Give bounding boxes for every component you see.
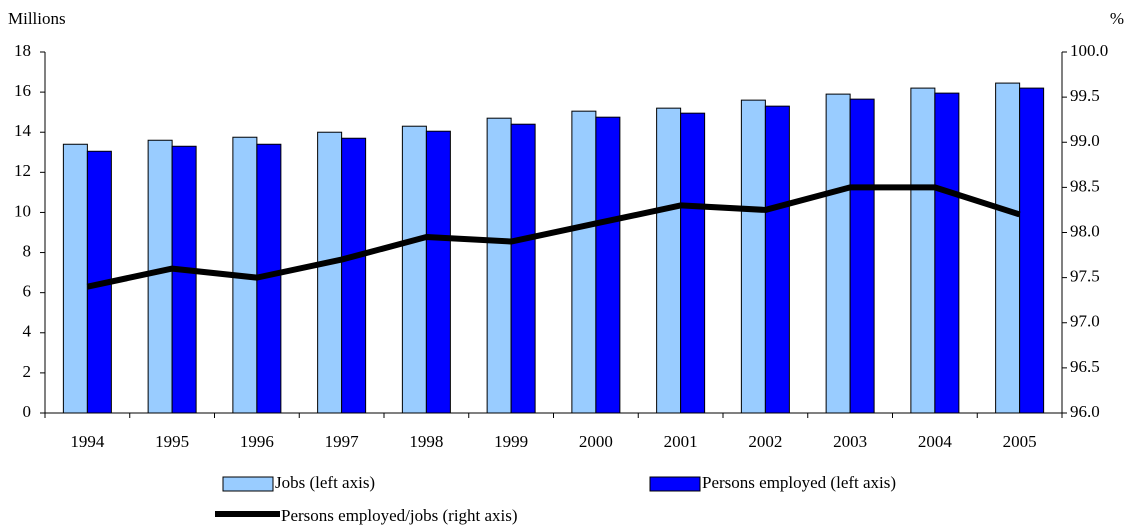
y-tick-label: 18	[14, 41, 31, 60]
legend-swatch	[649, 476, 701, 492]
bar	[764, 105, 790, 414]
y2-tick-label: 96.0	[1070, 402, 1100, 421]
y-tick-label: 2	[23, 362, 32, 381]
bar	[510, 123, 536, 414]
x-tick-label: 1995	[155, 432, 189, 451]
x-tick-label: 1996	[240, 432, 274, 451]
y-axis-label: Millions	[8, 9, 66, 28]
x-tick-label: 2002	[748, 432, 782, 451]
legend-label: Jobs (left axis)	[275, 473, 375, 492]
y2-tick-label: 97.0	[1070, 312, 1100, 331]
y2-tick-label: 97.5	[1070, 267, 1100, 286]
bar	[680, 112, 706, 414]
bar	[849, 98, 875, 414]
line	[86, 184, 1021, 290]
x-tick-label: 1999	[494, 432, 528, 451]
x-tick-label: 1994	[70, 432, 105, 451]
bar	[62, 143, 88, 414]
x-tick-label: 2004	[918, 432, 953, 451]
x-tick-label: 2005	[1003, 432, 1037, 451]
bar	[317, 131, 343, 414]
x-tick-label: 2001	[664, 432, 698, 451]
x-tick-label: 2000	[579, 432, 613, 451]
y-tick-label: 16	[14, 81, 31, 100]
y2-tick-label: 98.5	[1070, 176, 1100, 195]
y-tick-label: 10	[14, 201, 31, 220]
y-tick-label: 6	[23, 282, 32, 301]
y-tick-label: 0	[23, 402, 32, 421]
bar	[595, 116, 621, 414]
x-tick-label: 1997	[325, 432, 360, 451]
y2-tick-label: 96.5	[1070, 357, 1100, 376]
bar	[486, 117, 512, 414]
y-tick-label: 14	[14, 121, 32, 140]
bar	[425, 130, 451, 414]
y2-tick-label: 99.5	[1070, 86, 1100, 105]
y2-tick-label: 99.0	[1070, 131, 1100, 150]
bar	[995, 82, 1021, 414]
bar	[171, 145, 197, 414]
bar	[656, 107, 682, 414]
bar	[910, 87, 936, 414]
bar	[1019, 87, 1045, 414]
x-tick-label: 2003	[833, 432, 867, 451]
bar	[401, 125, 427, 414]
y2-tick-label: 98.0	[1070, 221, 1100, 240]
legend-swatch	[222, 476, 274, 492]
legend-label: Persons employed (left axis)	[702, 473, 896, 492]
legend-label: Persons employed/jobs (right axis)	[281, 506, 518, 525]
bar	[341, 137, 367, 414]
bar	[825, 93, 851, 414]
y-tick-label: 8	[23, 241, 32, 260]
y2-axis-label: %	[1110, 9, 1124, 28]
y-tick-label: 4	[23, 322, 32, 341]
bar	[740, 99, 766, 414]
x-tick-label: 1998	[409, 432, 443, 451]
bar	[571, 110, 597, 414]
y2-tick-label: 100.0	[1070, 41, 1108, 60]
bar	[934, 92, 960, 414]
bar	[147, 139, 173, 414]
y-tick-label: 12	[14, 161, 31, 180]
